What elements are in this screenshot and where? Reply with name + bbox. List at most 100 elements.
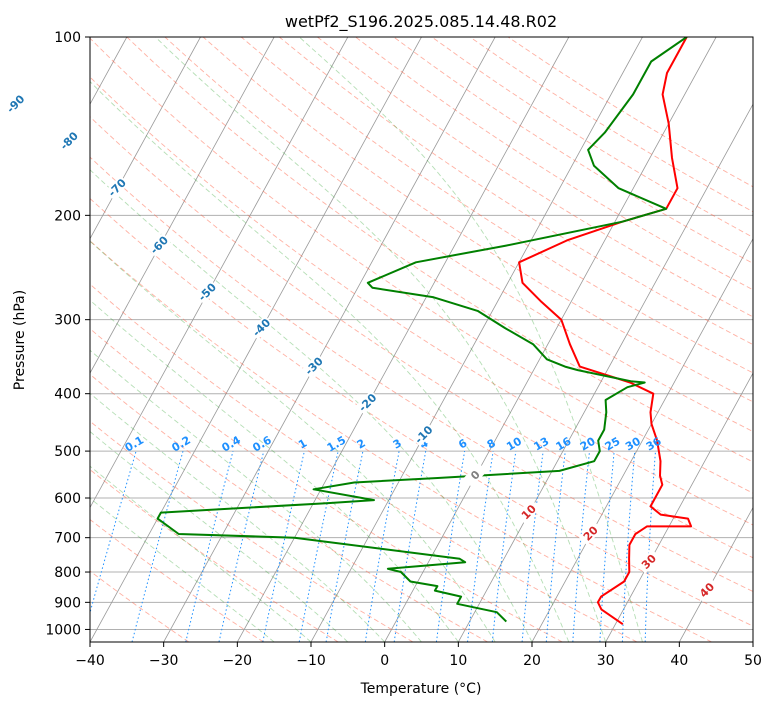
- isotherm-label-bg: [195, 279, 220, 304]
- isotherm-line: [90, 37, 275, 374]
- x-tick-label: 0: [380, 653, 389, 669]
- moist-adiabat-line: [90, 465, 312, 642]
- temperature-profile-line: [518, 37, 693, 626]
- x-tick-label: 40: [670, 653, 688, 669]
- dry-adiabat-line: [126, 37, 753, 463]
- dry-adiabat-line: [164, 37, 753, 433]
- moist-adiabat-line: [90, 240, 496, 642]
- moist-adiabat-line: [90, 349, 422, 642]
- isotherm-line: [384, 37, 717, 642]
- dry-adiabat-line: [317, 37, 753, 318]
- mixing-ratio-line: [90, 450, 137, 615]
- dry-adiabat-line: [90, 116, 753, 559]
- isotherm-label-bg: [355, 390, 380, 415]
- x-tick-label: 10: [449, 653, 467, 669]
- dry-adiabat-line: [90, 197, 753, 627]
- y-tick-label: 800: [54, 565, 81, 581]
- isotherm-label: -90: [4, 92, 27, 115]
- mixing-ratio-label: 1: [296, 437, 309, 452]
- x-tick-label: 20: [523, 653, 541, 669]
- dry-adiabat-line: [202, 37, 753, 403]
- plot-frame: [89, 36, 754, 643]
- y-tick-label: 700: [54, 531, 81, 547]
- x-tick-label: −20: [223, 653, 253, 669]
- isotherm-line: [678, 506, 753, 642]
- y-tick-label: 300: [54, 313, 81, 329]
- y-tick-label: 1000: [45, 622, 81, 638]
- isotherm-label-bg: [104, 175, 129, 200]
- mixing-ratio-line: [185, 450, 234, 642]
- dry-adiabat-line: [355, 37, 753, 291]
- isotherm-line: [90, 37, 349, 509]
- axes: −40 −30 −20 −10 0 10 20 30 40 50 100 200 300 400 500 60…: [45, 30, 762, 669]
- y-tick-label: 600: [54, 491, 81, 507]
- mixing-ratio-line: [467, 451, 494, 642]
- mixing-ratio-line: [572, 451, 590, 642]
- dry-adiabat-line: [90, 156, 753, 592]
- isotherm-line: [90, 37, 201, 240]
- dry-adiabat-line: [240, 37, 753, 374]
- y-axis-title: Pressure (hPa): [12, 290, 28, 390]
- dry-adiabat-line: [90, 420, 414, 642]
- x-tick-label: 50: [744, 653, 762, 669]
- moist-adiabat-line: [298, 37, 643, 642]
- dry-adiabat-line: [507, 37, 753, 188]
- isotherm-label: -70: [106, 176, 129, 199]
- mixing-ratio-line: [491, 451, 517, 642]
- dewpoint-profile-line: [156, 37, 688, 623]
- y-tick-label: 400: [54, 387, 81, 403]
- dry-adiabat-line: [393, 37, 753, 264]
- isotherm-label-bg: [249, 315, 274, 340]
- y-tick-label: 900: [54, 595, 81, 611]
- dry-adiabat-line: [90, 373, 488, 642]
- mixing-ratio-line: [262, 450, 305, 642]
- moist-adiabat-line: [90, 299, 459, 642]
- dry-adiabat-line: [279, 37, 753, 346]
- mixing-ratio-line: [435, 451, 466, 642]
- isotherm-line: [457, 103, 753, 642]
- mixing-ratio-line: [131, 450, 184, 642]
- dry-adiabat-line: [90, 518, 264, 642]
- isotherm-label-bg: [301, 353, 326, 378]
- isotherm-line: [90, 37, 422, 642]
- mixing-ratio-line: [521, 451, 544, 642]
- isotherm-label-bg: [56, 128, 81, 153]
- x-tick-label: −40: [75, 653, 105, 669]
- isotherm-line: [752, 641, 753, 642]
- chart-title: wetPf2_S196.2025.085.14.48.R02: [285, 12, 557, 32]
- isotherm-label-bg: [147, 232, 172, 257]
- isotherm-line: [236, 37, 570, 642]
- dry-adiabat-line: [90, 37, 753, 494]
- isotherm-label-bg: [3, 91, 28, 116]
- moist-adiabat-line: [90, 169, 533, 642]
- sounding-profiles: [156, 37, 693, 626]
- isotherm-label-bg: [578, 521, 603, 546]
- isotherm-label-bg: [463, 462, 488, 487]
- y-tick-label: 200: [54, 208, 81, 224]
- dry-adiabat-line: [90, 328, 563, 642]
- mixing-ratio-label: 6: [456, 436, 469, 451]
- moist-adiabat-line: [155, 37, 607, 642]
- isotherm-label-bg: [636, 549, 661, 574]
- y-tick-label: 100: [54, 30, 81, 46]
- mixing-ratio-line: [545, 451, 566, 642]
- mixing-ratio-line: [298, 450, 339, 642]
- y-tick-label: 500: [54, 444, 81, 460]
- isotherm-label: -20: [356, 391, 379, 414]
- dry-adiabat-line: [431, 37, 753, 238]
- isotherm-label: -30: [303, 354, 326, 377]
- background-lines: [90, 37, 753, 642]
- x-tick-label: 30: [597, 653, 615, 669]
- isotherm-label: -50: [196, 280, 219, 303]
- isotherm-label-bg: [694, 577, 719, 602]
- moist-adiabat-line: [90, 430, 349, 642]
- isotherm-label-bg: [516, 499, 541, 524]
- mixing-ratio-label: 3: [391, 437, 404, 452]
- mixing-ratio-line: [218, 450, 265, 642]
- dry-adiabat-line: [90, 283, 638, 642]
- isotherm-label-bg: [411, 422, 436, 447]
- moist-adiabat-line: [90, 497, 275, 642]
- x-axis-title: Temperature (°C): [360, 681, 482, 697]
- isotherm-line: [163, 37, 496, 642]
